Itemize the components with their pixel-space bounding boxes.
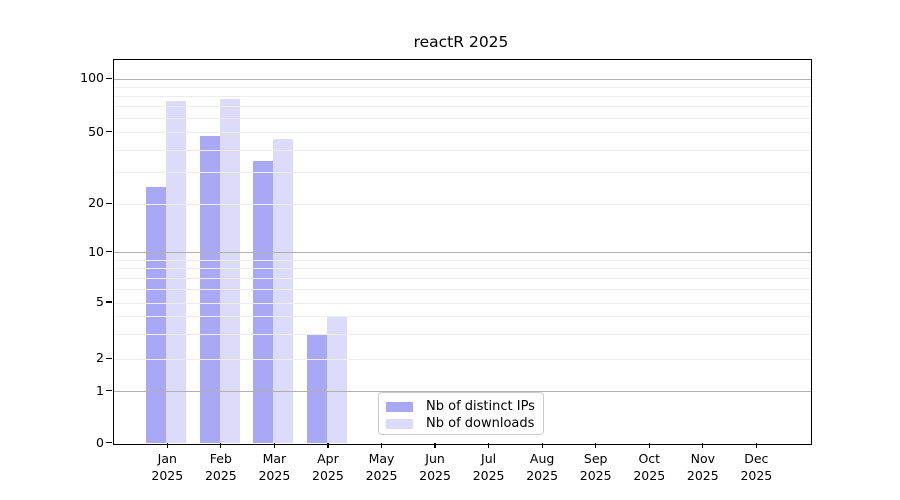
y-tick-label-10: 10 bbox=[88, 243, 104, 259]
x-tick-label-dec: Dec 2025 bbox=[740, 451, 773, 483]
gridline-minor-8 bbox=[113, 268, 811, 270]
bar-downloads-apr bbox=[326, 316, 347, 444]
gridline-minor-7 bbox=[113, 278, 811, 280]
y-tick-50 bbox=[106, 131, 112, 133]
x-tick-aug bbox=[541, 442, 543, 448]
y-tick-label-20: 20 bbox=[88, 195, 104, 211]
gridline-minor-2 bbox=[113, 358, 811, 360]
x-tick-jul bbox=[488, 442, 490, 448]
gridline-major-100 bbox=[113, 78, 811, 80]
x-tick-label-aug: Aug 2025 bbox=[526, 451, 559, 483]
gridline-minor-6 bbox=[113, 289, 811, 291]
y-tick-label-50: 50 bbox=[88, 123, 104, 139]
x-tick-may bbox=[380, 442, 383, 448]
x-tick-jun bbox=[434, 442, 436, 448]
x-tick-label-may: May 2025 bbox=[365, 451, 398, 483]
gridline-minor-9 bbox=[113, 259, 811, 261]
x-tick-dec bbox=[755, 442, 757, 448]
gridline-minor-70 bbox=[113, 106, 811, 108]
x-tick-label-oct: Oct 2025 bbox=[633, 451, 666, 483]
legend-label-downloads: Nb of downloads bbox=[426, 416, 535, 431]
x-tick-apr bbox=[327, 442, 329, 448]
x-tick-label-sep: Sep 2025 bbox=[579, 451, 612, 483]
y-tick-1 bbox=[106, 390, 112, 392]
x-tick-label-jun: Jun 2025 bbox=[419, 451, 451, 483]
x-tick-mar bbox=[273, 442, 275, 448]
gridline-minor-5 bbox=[113, 302, 811, 304]
bar-distinct-ips-apr bbox=[306, 334, 327, 444]
y-tick-5 bbox=[106, 301, 112, 303]
gridline-major-10 bbox=[113, 252, 811, 254]
legend-swatch-downloads bbox=[386, 419, 413, 429]
x-tick-feb bbox=[220, 442, 222, 448]
gridline-minor-60 bbox=[113, 118, 811, 120]
x-tick-oct bbox=[648, 442, 650, 448]
x-tick-nov bbox=[702, 442, 704, 448]
gridline-minor-4 bbox=[113, 316, 811, 318]
x-tick-label-mar: Mar 2025 bbox=[258, 451, 291, 483]
legend-entry-downloads: Nb of downloads bbox=[386, 416, 536, 432]
y-tick-2 bbox=[106, 357, 112, 359]
x-tick-label-jan: Jan 2025 bbox=[151, 451, 184, 483]
y-tick-20 bbox=[106, 202, 112, 204]
y-tick-0 bbox=[106, 441, 112, 444]
y-tick-label-5: 5 bbox=[96, 294, 104, 309]
plot-area bbox=[112, 59, 812, 445]
legend-swatch-distinct-ips bbox=[386, 402, 413, 412]
bar-distinct-ips-mar bbox=[253, 160, 274, 444]
x-tick-sep bbox=[595, 442, 597, 448]
legend: Nb of distinct IPs Nb of downloads bbox=[378, 392, 544, 435]
gridline-minor-20 bbox=[113, 203, 811, 205]
gridline-minor-40 bbox=[113, 149, 811, 151]
x-tick-label-nov: Nov 2025 bbox=[686, 451, 719, 483]
bar-downloads-feb bbox=[219, 99, 240, 444]
gridline-minor-80 bbox=[113, 95, 811, 97]
y-tick-label-1: 1 bbox=[96, 382, 104, 398]
y-tick-label-100: 100 bbox=[80, 70, 104, 86]
legend-entry-distinct-ips: Nb of distinct IPs bbox=[386, 399, 536, 415]
gridline-minor-3 bbox=[113, 333, 811, 335]
y-tick-10 bbox=[106, 251, 112, 253]
x-tick-jan bbox=[166, 442, 168, 448]
gridline-major-1 bbox=[113, 391, 811, 393]
bar-downloads-mar bbox=[273, 139, 294, 444]
chart-title: reactR 2025 bbox=[413, 33, 509, 51]
gridline-minor-30 bbox=[113, 172, 811, 174]
y-tick-label-0: 0 bbox=[96, 434, 104, 450]
x-tick-label-apr: Apr 2025 bbox=[312, 451, 344, 483]
legend-label-distinct-ips: Nb of distinct IPs bbox=[426, 399, 535, 414]
y-tick-100 bbox=[106, 77, 112, 79]
y-tick-label-2: 2 bbox=[96, 350, 104, 366]
gridline-minor-90 bbox=[113, 86, 811, 88]
bar-downloads-jan bbox=[166, 101, 187, 444]
x-tick-label-jul: Jul 2025 bbox=[472, 451, 505, 483]
bar-distinct-ips-jan bbox=[146, 186, 167, 444]
gridline-minor-50 bbox=[113, 132, 811, 134]
x-tick-label-feb: Feb 2025 bbox=[204, 451, 237, 483]
